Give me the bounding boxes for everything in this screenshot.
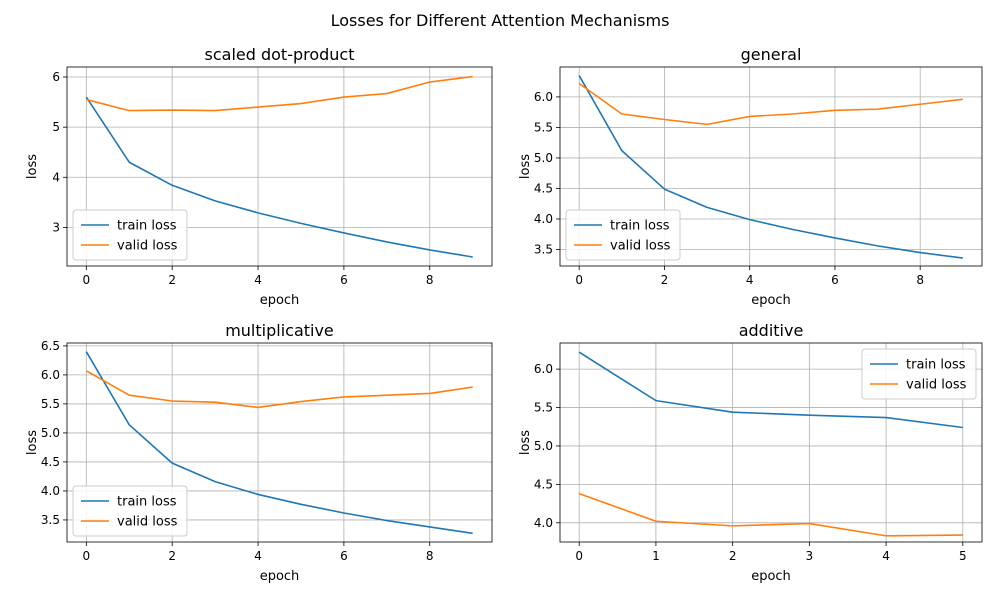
- legend-box: [72, 485, 188, 537]
- legend-label: valid loss: [610, 239, 671, 254]
- series-line-train-loss: [85, 351, 473, 535]
- ticks: 0 2 4 6 8 3.5 4.0 4.5 5.0 5.5 6.0 6.5: [41, 339, 434, 563]
- legend-label: train loss: [906, 358, 966, 373]
- plot-frame: [66, 66, 493, 267]
- series-line-train-loss: [85, 96, 473, 258]
- x-tick-label: 6: [340, 549, 348, 563]
- y-axis-label: loss: [25, 154, 40, 179]
- x-tick-label: 4: [254, 273, 262, 287]
- legend-box: [861, 348, 977, 400]
- ticks: 0 1 2 3 4 5 4.0 4.5 5.0 5.5 6.0: [534, 362, 967, 563]
- y-tick-label: 5.5: [41, 397, 60, 411]
- x-tick-label: 3: [806, 549, 814, 563]
- subplot-general: general epoch loss 0 2 4 6 8 3.5 4.0 4.5 5.0 5.5 6…: [518, 45, 983, 308]
- y-tick-label: 3.5: [41, 513, 60, 527]
- plot-frame: [559, 66, 983, 267]
- y-tick-label: 5.0: [41, 426, 60, 440]
- legend-box: [72, 209, 188, 261]
- series-line-train-loss: [578, 351, 963, 429]
- y-tick-label: 5.5: [534, 401, 553, 415]
- x-axis-label: epoch: [260, 569, 300, 584]
- subplot-title: multiplicative: [225, 321, 334, 340]
- legend-label: train loss: [610, 219, 670, 234]
- legend-label: train loss: [117, 495, 177, 510]
- legend-label: valid loss: [906, 378, 967, 393]
- legend-label: valid loss: [117, 239, 178, 254]
- legend: train loss valid loss: [861, 348, 977, 400]
- subplot-title: general: [741, 45, 802, 64]
- y-tick-label: 5.0: [534, 439, 553, 453]
- y-tick-label: 5.0: [534, 151, 553, 165]
- x-tick-label: 0: [575, 273, 583, 287]
- x-tick-label: 6: [340, 273, 348, 287]
- x-axis-label: epoch: [751, 293, 791, 308]
- plot-frame: [559, 342, 983, 543]
- y-tick-label: 4.5: [534, 181, 553, 195]
- y-tick-label: 4.0: [41, 484, 60, 498]
- subplot-title: scaled dot-product: [205, 45, 355, 64]
- x-tick-label: 2: [168, 273, 176, 287]
- figure-title: Losses for Different Attention Mechanism…: [331, 11, 670, 30]
- y-tick-label: 5: [52, 120, 60, 134]
- x-tick-label: 8: [426, 549, 434, 563]
- series-line-train-loss: [578, 75, 963, 259]
- x-tick-label: 0: [82, 549, 90, 563]
- y-tick-label: 4.0: [534, 516, 553, 530]
- series-line-valid-loss: [578, 82, 963, 126]
- legend: train loss valid loss: [72, 485, 188, 537]
- x-tick-label: 4: [746, 273, 754, 287]
- plot-frame: [66, 342, 493, 543]
- x-tick-label: 0: [82, 273, 90, 287]
- x-tick-label: 4: [254, 549, 262, 563]
- y-tick-label: 6.0: [534, 362, 553, 376]
- y-tick-label: 4.0: [534, 212, 553, 226]
- y-axis-label: loss: [25, 430, 40, 455]
- x-tick-label: 8: [916, 273, 924, 287]
- x-axis-label: epoch: [751, 569, 791, 584]
- legend-box: [565, 209, 681, 261]
- x-tick-label: 2: [661, 273, 669, 287]
- x-tick-label: 8: [426, 273, 434, 287]
- series-line-valid-loss: [85, 370, 473, 409]
- y-tick-label: 6.5: [41, 339, 60, 353]
- y-tick-label: 4.5: [41, 455, 60, 469]
- legend-label: train loss: [117, 219, 177, 234]
- ticks: 0 2 4 6 8 3.5 4.0 4.5 5.0 5.5 6.0: [534, 90, 924, 287]
- x-tick-label: 5: [959, 549, 967, 563]
- series-line-valid-loss: [578, 492, 963, 537]
- x-tick-label: 1: [652, 549, 660, 563]
- y-tick-label: 4: [52, 170, 60, 184]
- ticks: 0 2 4 6 8 3 4 5 6: [52, 70, 433, 287]
- legend: train loss valid loss: [565, 209, 681, 261]
- y-tick-label: 6.0: [534, 90, 553, 104]
- x-tick-label: 6: [831, 273, 839, 287]
- x-tick-label: 0: [575, 549, 583, 563]
- subplot-scaled-dot-product: scaled dot-product epoch loss 0 2 4 6 8 3 4 5 6 t…: [25, 45, 493, 308]
- legend-label: valid loss: [117, 515, 178, 530]
- y-tick-label: 3: [52, 220, 60, 234]
- subplot-title: additive: [739, 321, 804, 340]
- subplot-additive: additive epoch loss 0 1 2 3 4 5 4.0 4.5 5.0 5.5 6.…: [518, 321, 983, 584]
- legend: train loss valid loss: [72, 209, 188, 261]
- series-line-valid-loss: [86, 75, 473, 112]
- y-tick-label: 5.5: [534, 120, 553, 134]
- x-tick-label: 2: [168, 549, 176, 563]
- y-tick-label: 6.0: [41, 368, 60, 382]
- y-tick-label: 3.5: [534, 243, 553, 257]
- y-axis-label: loss: [518, 154, 533, 179]
- subplot-multiplicative: multiplicative epoch loss 0 2 4 6 8 3.5 4.0 4.5…: [25, 321, 493, 584]
- y-tick-label: 4.5: [534, 477, 553, 491]
- x-tick-label: 4: [882, 549, 890, 563]
- x-tick-label: 2: [729, 549, 737, 563]
- y-axis-label: loss: [518, 430, 533, 455]
- y-tick-label: 6: [52, 70, 60, 84]
- x-axis-label: epoch: [260, 293, 300, 308]
